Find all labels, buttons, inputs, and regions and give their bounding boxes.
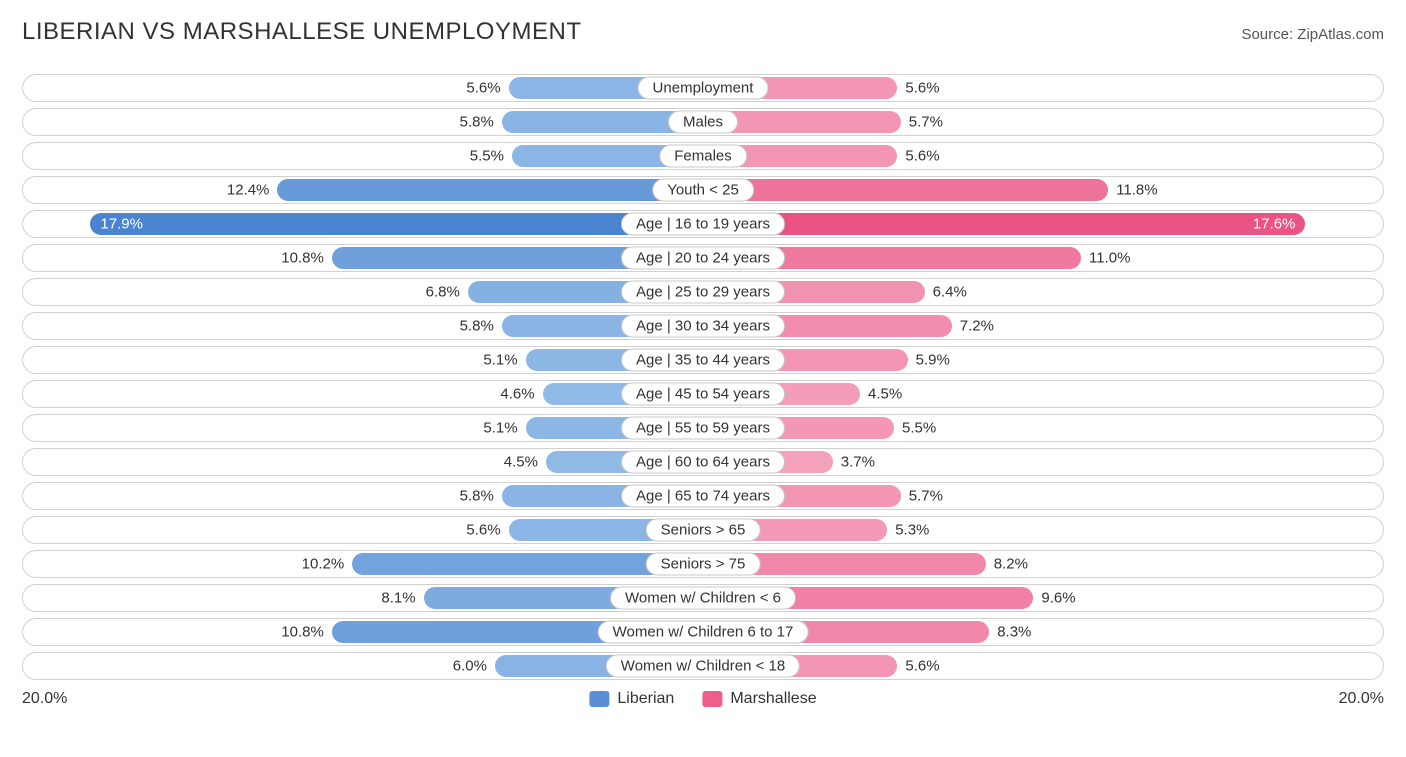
- category-label: Age | 60 to 64 years: [621, 451, 785, 474]
- value-left: 12.4%: [227, 182, 270, 199]
- legend: Liberian Marshallese: [589, 690, 816, 708]
- value-right: 4.5%: [868, 386, 902, 403]
- category-label: Age | 20 to 24 years: [621, 247, 785, 270]
- chart-row: 5.8% 5.7% Males: [22, 108, 1384, 136]
- value-left: 5.1%: [483, 420, 517, 437]
- category-label: Seniors > 65: [646, 519, 761, 542]
- category-label: Age | 16 to 19 years: [621, 213, 785, 236]
- value-left: 5.8%: [460, 114, 494, 131]
- chart-row: 4.6% 4.5% Age | 45 to 54 years: [22, 380, 1384, 408]
- value-right: 5.6%: [905, 658, 939, 675]
- category-label: Seniors > 75: [646, 553, 761, 576]
- chart-rows: 5.6% 5.6% Unemployment 5.8% 5.7% Males 5.5% 5.6…: [22, 74, 1384, 680]
- value-left: 6.0%: [453, 658, 487, 675]
- bar-right: 11.8%: [707, 179, 1108, 201]
- value-right: 5.6%: [905, 148, 939, 165]
- axis-max-right: 20.0%: [1339, 690, 1384, 708]
- bar-left: 12.4%: [277, 179, 699, 201]
- value-right: 5.7%: [909, 488, 943, 505]
- chart-row: 5.6% 5.3% Seniors > 65: [22, 516, 1384, 544]
- source-attribution: Source: ZipAtlas.com: [1241, 26, 1384, 43]
- chart-row: 5.5% 5.6% Females: [22, 142, 1384, 170]
- value-right: 8.2%: [994, 556, 1028, 573]
- value-right: 17.6%: [1253, 216, 1296, 233]
- value-right: 8.3%: [997, 624, 1031, 641]
- value-right: 6.4%: [933, 284, 967, 301]
- axis-max-left: 20.0%: [22, 690, 67, 708]
- chart-row: 8.1% 9.6% Women w/ Children < 6: [22, 584, 1384, 612]
- chart-row: 4.5% 3.7% Age | 60 to 64 years: [22, 448, 1384, 476]
- legend-item-left: Liberian: [589, 690, 674, 708]
- value-right: 5.9%: [916, 352, 950, 369]
- value-right: 5.3%: [895, 522, 929, 539]
- legend-item-right: Marshallese: [702, 690, 816, 708]
- value-left: 10.8%: [281, 624, 324, 641]
- value-left: 5.6%: [466, 80, 500, 97]
- category-label: Age | 30 to 34 years: [621, 315, 785, 338]
- category-label: Age | 65 to 74 years: [621, 485, 785, 508]
- category-label: Age | 55 to 59 years: [621, 417, 785, 440]
- chart-row: 10.8% 11.0% Age | 20 to 24 years: [22, 244, 1384, 272]
- category-label: Women w/ Children 6 to 17: [598, 621, 809, 644]
- category-label: Age | 35 to 44 years: [621, 349, 785, 372]
- chart-row: 17.9% 17.6% Age | 16 to 19 years: [22, 210, 1384, 238]
- value-left: 8.1%: [381, 590, 415, 607]
- value-right: 5.6%: [905, 80, 939, 97]
- value-left: 6.8%: [426, 284, 460, 301]
- category-label: Age | 45 to 54 years: [621, 383, 785, 406]
- value-left: 10.2%: [302, 556, 345, 573]
- value-left: 5.1%: [483, 352, 517, 369]
- value-right: 3.7%: [841, 454, 875, 471]
- value-left: 5.8%: [460, 488, 494, 505]
- value-left: 10.8%: [281, 250, 324, 267]
- category-label: Age | 25 to 29 years: [621, 281, 785, 304]
- chart-row: 5.8% 5.7% Age | 65 to 74 years: [22, 482, 1384, 510]
- chart-title: LIBERIAN VS MARSHALLESE UNEMPLOYMENT: [22, 18, 581, 46]
- chart-row: 12.4%11.8%Youth < 25: [22, 176, 1384, 204]
- chart-row: 6.8% 6.4% Age | 25 to 29 years: [22, 278, 1384, 306]
- value-right: 7.2%: [960, 318, 994, 335]
- value-left: 4.5%: [504, 454, 538, 471]
- chart-row: 5.6% 5.6% Unemployment: [22, 74, 1384, 102]
- value-right: 11.0%: [1089, 250, 1130, 267]
- category-label: Unemployment: [638, 77, 769, 100]
- legend-label-right: Marshallese: [730, 690, 816, 708]
- value-left: 4.6%: [500, 386, 534, 403]
- bar-right: 17.6%: [707, 213, 1305, 235]
- chart-row: 6.0% 5.6% Women w/ Children < 18: [22, 652, 1384, 680]
- value-right: 5.7%: [909, 114, 943, 131]
- value-left: 5.6%: [466, 522, 500, 539]
- value-left: 17.9%: [100, 216, 143, 233]
- bar-left: 17.9%: [90, 213, 699, 235]
- category-label: Youth < 25: [652, 179, 754, 202]
- chart-row: 5.1% 5.9% Age | 35 to 44 years: [22, 346, 1384, 374]
- value-left: 5.8%: [460, 318, 494, 335]
- chart-row: 5.1% 5.5% Age | 55 to 59 years: [22, 414, 1384, 442]
- value-right: 5.5%: [902, 420, 936, 437]
- value-right: 11.8%: [1116, 182, 1157, 199]
- category-label: Males: [668, 111, 738, 134]
- legend-label-left: Liberian: [617, 690, 674, 708]
- chart-row: 5.8% 7.2% Age | 30 to 34 years: [22, 312, 1384, 340]
- legend-swatch-left: [589, 691, 609, 707]
- category-label: Women w/ Children < 18: [606, 655, 800, 678]
- value-left: 5.5%: [470, 148, 504, 165]
- chart-row: 10.2% 8.2% Seniors > 75: [22, 550, 1384, 578]
- category-label: Females: [659, 145, 747, 168]
- chart-row: 10.8% 8.3% Women w/ Children 6 to 17: [22, 618, 1384, 646]
- category-label: Women w/ Children < 6: [610, 587, 796, 610]
- legend-swatch-right: [702, 691, 722, 707]
- value-right: 9.6%: [1041, 590, 1075, 607]
